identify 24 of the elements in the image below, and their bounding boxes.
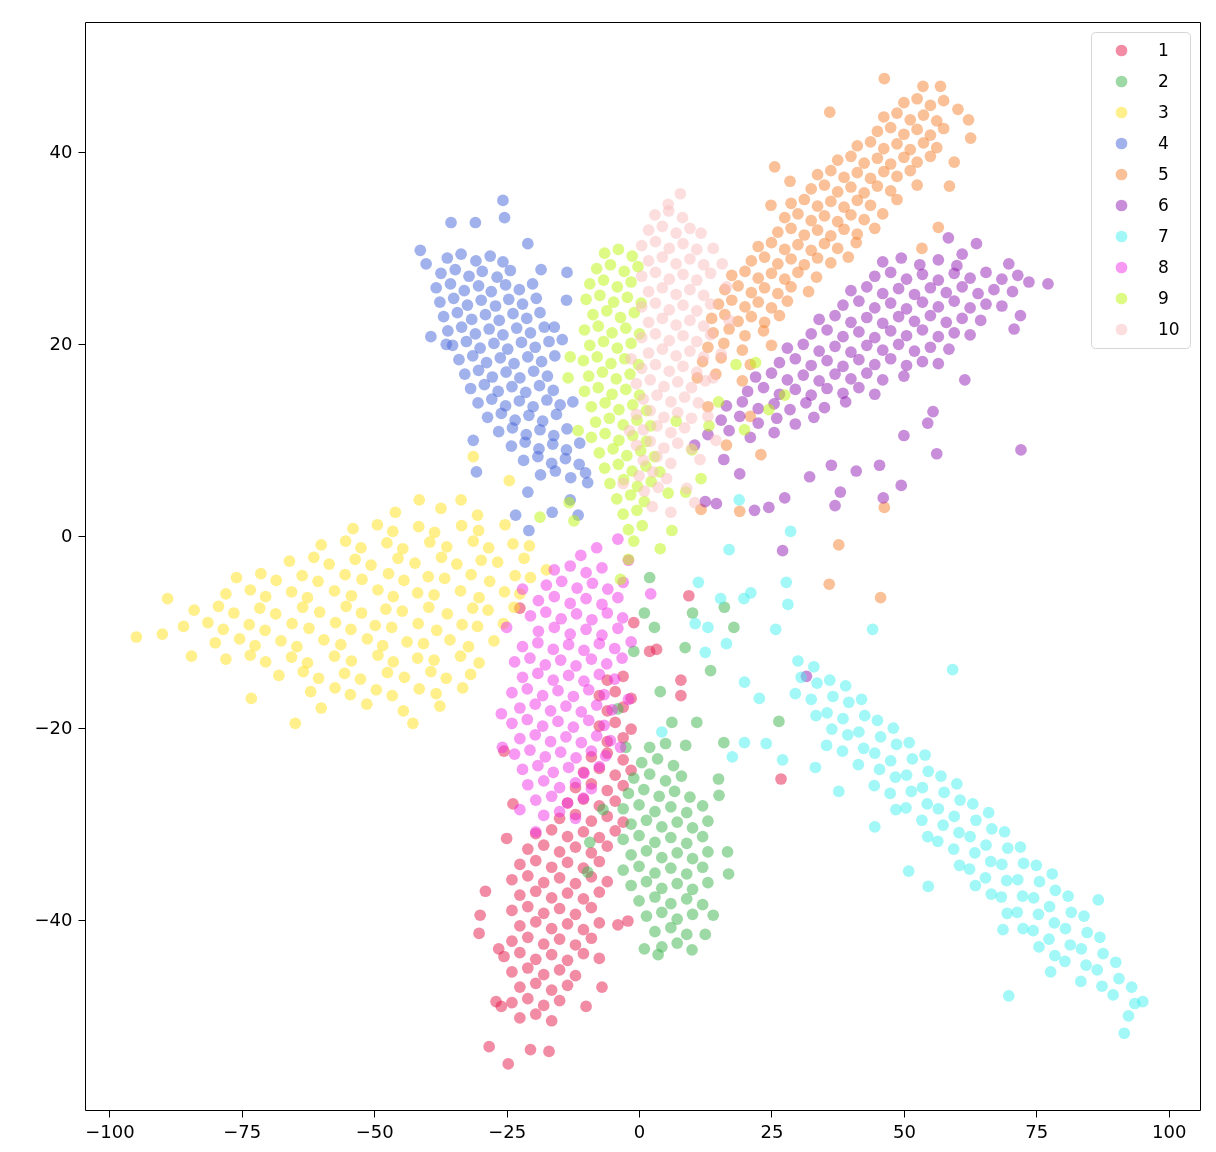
legend-label: 8 xyxy=(1158,256,1169,277)
x-tick-label: 50 xyxy=(892,1120,916,1142)
legend-label: 4 xyxy=(1158,132,1169,153)
y-tick-label: 0 xyxy=(61,524,73,546)
y-tick-label: 20 xyxy=(49,332,73,354)
x-tick-label: −50 xyxy=(355,1120,394,1142)
legend-label: 2 xyxy=(1158,70,1169,91)
legend-label: 10 xyxy=(1158,318,1180,339)
x-tick-label: −25 xyxy=(488,1120,527,1142)
legend-label: 9 xyxy=(1158,287,1169,308)
x-tick-label: 75 xyxy=(1025,1120,1049,1142)
y-tick-label: 40 xyxy=(49,140,73,162)
legend-label: 3 xyxy=(1158,101,1169,122)
x-tick-label: −75 xyxy=(223,1120,262,1142)
x-tick-label: 100 xyxy=(1152,1120,1187,1142)
legend-label: 5 xyxy=(1158,163,1169,184)
x-tick-label: 25 xyxy=(760,1120,784,1142)
y-tick-label: −20 xyxy=(34,716,73,738)
legend-label: 7 xyxy=(1158,225,1169,246)
legend-label: 6 xyxy=(1158,194,1169,215)
x-tick-label: −100 xyxy=(85,1120,135,1142)
legend-label: 1 xyxy=(1158,39,1169,60)
x-tick-label: 0 xyxy=(633,1120,646,1142)
y-tick-label: −40 xyxy=(34,908,73,930)
